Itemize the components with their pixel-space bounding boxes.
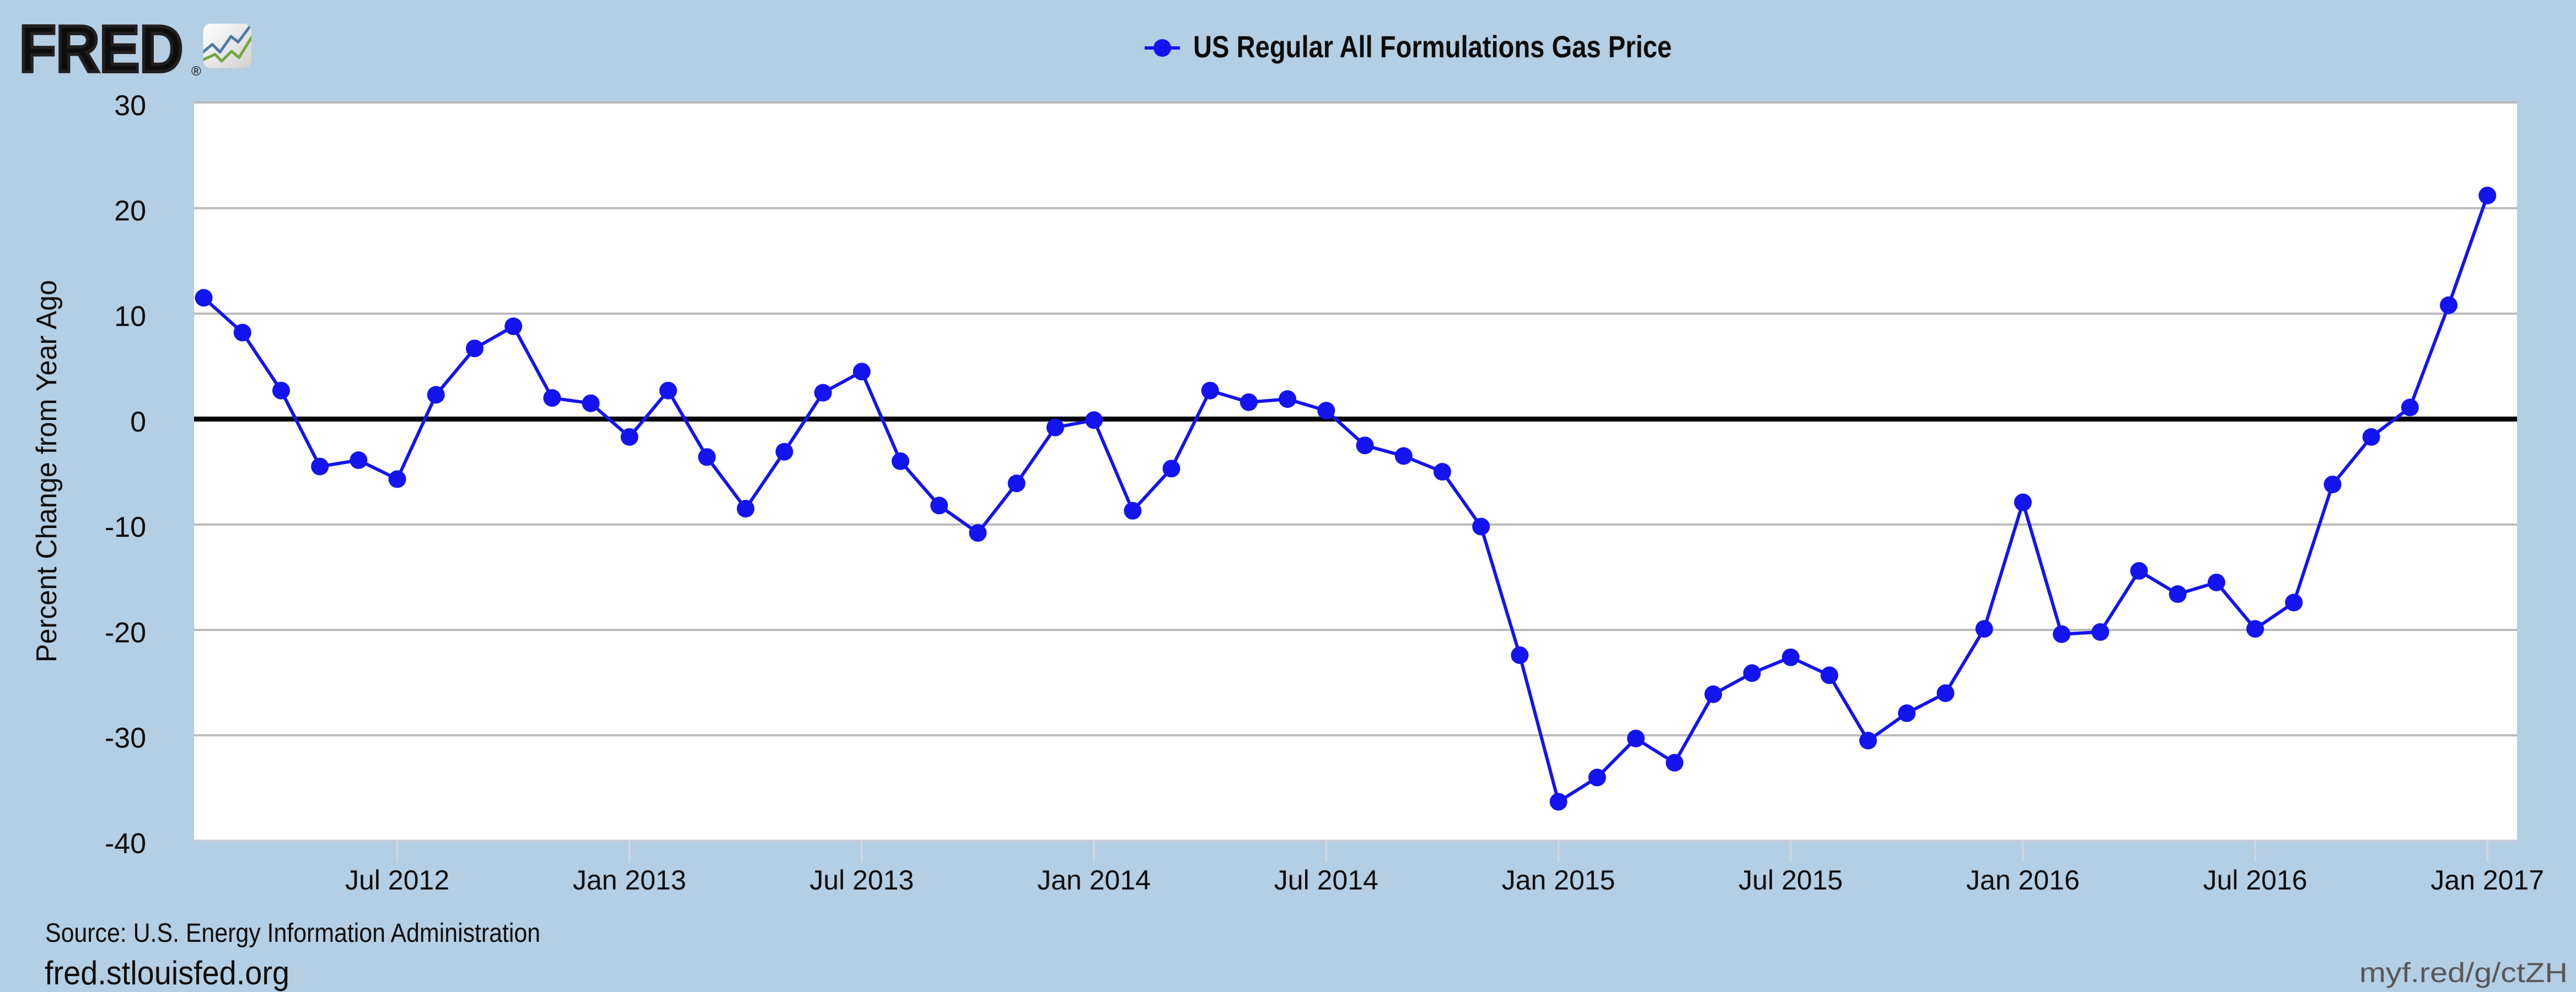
- svg-text:Jul 2016: Jul 2016: [2203, 865, 2307, 896]
- svg-text:®: ®: [191, 64, 201, 79]
- svg-text:Jul 2014: Jul 2014: [1274, 865, 1378, 896]
- svg-text:Jan 2013: Jan 2013: [573, 865, 686, 896]
- svg-text:10: 10: [114, 301, 146, 333]
- svg-text:US Regular All Formulations Ga: US Regular All Formulations Gas Price: [1193, 29, 1672, 64]
- svg-text:20: 20: [114, 195, 146, 227]
- svg-text:0: 0: [130, 406, 146, 438]
- svg-text:Jan 2017: Jan 2017: [2430, 865, 2544, 896]
- svg-text:Percent Change from Year Ago: Percent Change from Year Ago: [31, 280, 63, 662]
- svg-text:Source: U.S. Energy Informatio: Source: U.S. Energy Information Administ…: [45, 919, 540, 948]
- svg-text:Jan 2014: Jan 2014: [1037, 865, 1151, 896]
- svg-text:Jul 2015: Jul 2015: [1738, 865, 1843, 896]
- svg-text:Jan 2016: Jan 2016: [1966, 865, 2080, 896]
- svg-text:FRED: FRED: [19, 12, 183, 86]
- svg-text:Jan 2015: Jan 2015: [1502, 865, 1616, 896]
- svg-text:Jul 2012: Jul 2012: [345, 865, 449, 896]
- svg-text:-20: -20: [105, 617, 146, 649]
- svg-text:-40: -40: [105, 828, 146, 860]
- svg-text:Jul 2013: Jul 2013: [809, 865, 914, 896]
- svg-text:-30: -30: [105, 723, 146, 754]
- svg-text:-10: -10: [105, 511, 146, 543]
- svg-text:myf.red/g/ctZH: myf.red/g/ctZH: [2359, 957, 2568, 988]
- svg-text:30: 30: [114, 90, 146, 122]
- svg-text:fred.stlouisfed.org: fred.stlouisfed.org: [45, 955, 289, 991]
